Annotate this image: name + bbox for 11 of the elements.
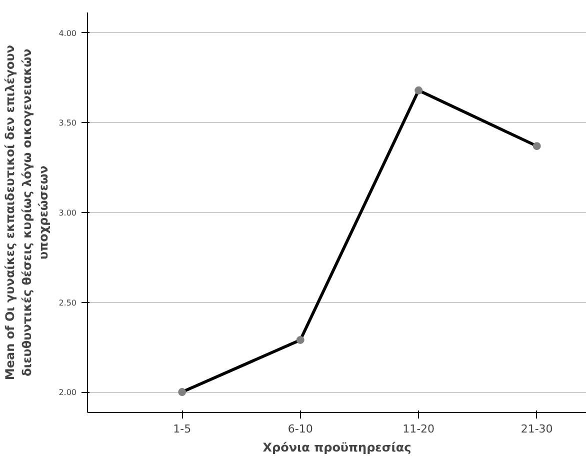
y-tick-label: 3.00 [58,208,76,218]
x-tick-label: 1-5 [173,422,192,436]
y-tick-label: 3.50 [58,118,76,128]
x-tick-label: 21-30 [520,422,553,436]
x-tick-label: 11-20 [402,422,435,436]
y-tick-label: 2.00 [58,388,76,398]
y-tick-label: 2.50 [58,298,76,308]
x-axis-title: Χρόνια προϋπηρεσίας [262,440,412,454]
x-tick-label: 6-10 [288,422,313,436]
y-axis-title: Mean of Oι γυναίκες εκπαιδευτικοί δεν επιλέγουν διευθυντικές θέσεις κυρίως λόγω οικογενειακών υποχρεώσεων [3,44,51,380]
y-tick-label: 4.00 [58,28,76,38]
